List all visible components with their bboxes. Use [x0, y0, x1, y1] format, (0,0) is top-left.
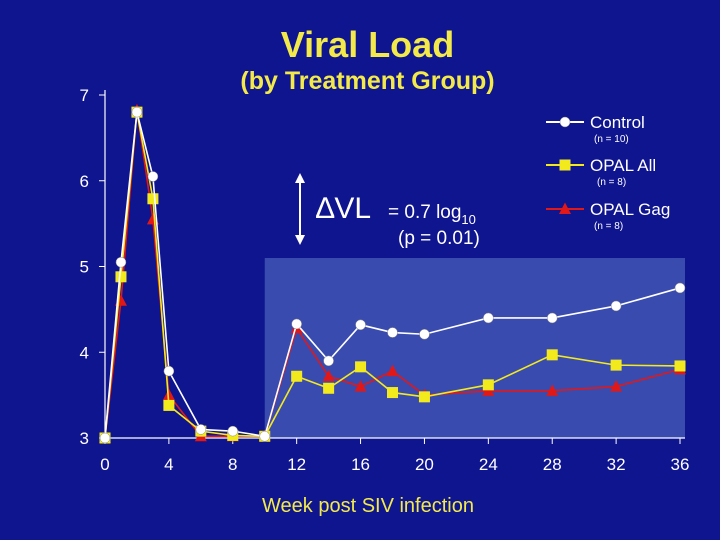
- data-point-square: [610, 359, 622, 371]
- y-tick-label: 3: [80, 429, 89, 448]
- delta-vl-annotation: ∆VL = 0.7 log10 (p = 0.01): [295, 173, 480, 249]
- y-tick-label: 6: [80, 172, 89, 191]
- x-tick-label: 12: [287, 455, 306, 474]
- data-point-square: [387, 387, 398, 399]
- legend-n-label: (n = 8): [594, 221, 623, 232]
- data-point-circle: [259, 431, 270, 442]
- legend-n-label: (n = 8): [597, 177, 626, 188]
- y-tick-label: 5: [80, 258, 89, 277]
- x-tick-label: 4: [164, 455, 173, 474]
- delta-value: = 0.7 log: [388, 202, 461, 223]
- data-point-square: [323, 382, 335, 394]
- data-point-square: [674, 360, 686, 372]
- data-point-circle: [323, 355, 334, 367]
- data-point-triangle: [546, 384, 559, 396]
- legend-label: OPAL All: [590, 156, 656, 175]
- delta-symbol: ∆: [316, 192, 335, 225]
- legend-item-opal-gag: OPAL Gag (n = 8): [546, 200, 670, 232]
- data-point-circle: [355, 319, 366, 331]
- data-point-triangle: [322, 369, 335, 382]
- chart-axes: 3 4 5 6 7 0 4 8 12 16 20 24 28 32 36: [80, 86, 690, 474]
- data-point-square: [355, 361, 367, 373]
- delta-vl-text: ∆VL: [316, 192, 371, 225]
- data-point-circle: [195, 424, 207, 435]
- data-point-circle: [419, 328, 430, 340]
- data-point-circle: [610, 300, 622, 312]
- data-point-square: [163, 399, 175, 411]
- legend-label: OPAL Gag: [590, 200, 670, 219]
- delta-value-text: = 0.7 log10: [388, 202, 476, 227]
- data-point-square: [115, 271, 127, 283]
- x-tick-label: 16: [351, 455, 370, 474]
- data-point-square: [418, 391, 430, 403]
- data-point-circle: [291, 318, 302, 330]
- delta-label: VL: [334, 192, 371, 225]
- data-point-circle: [483, 312, 494, 324]
- chart-subtitle: (by Treatment Group): [240, 67, 495, 95]
- data-point-square: [482, 379, 494, 391]
- delta-subscript: 10: [461, 212, 475, 227]
- chart-title: Viral Load: [280, 24, 455, 65]
- data-point-circle: [99, 432, 111, 444]
- data-point-square: [546, 349, 558, 361]
- data-point-circle: [387, 327, 398, 338]
- legend-label: Control: [590, 113, 645, 132]
- x-tick-label: 32: [607, 455, 626, 474]
- data-point-circle: [131, 106, 143, 118]
- legend-item-opal-all: OPAL All (n = 8): [546, 156, 656, 188]
- data-point-triangle: [559, 202, 571, 214]
- data-point-circle: [163, 365, 175, 377]
- x-tick-label: 24: [479, 455, 498, 474]
- x-axis-label: Week post SIV infection: [262, 495, 474, 517]
- x-tick-label: 36: [671, 455, 690, 474]
- data-point-square: [291, 370, 303, 382]
- data-series: [99, 103, 686, 444]
- x-tick-label: 28: [543, 455, 562, 474]
- legend-n-label: (n = 10): [594, 134, 629, 145]
- x-tick-label: 20: [415, 455, 434, 474]
- data-point-triangle: [162, 388, 175, 401]
- data-point-circle: [546, 312, 558, 324]
- legend-item-control: Control (n = 10): [546, 113, 645, 145]
- data-point-triangle: [354, 380, 367, 392]
- p-value-text: (p = 0.01): [398, 228, 480, 249]
- data-point-circle: [674, 282, 686, 294]
- series-control: [99, 106, 686, 444]
- data-point-circle: [147, 171, 159, 182]
- y-tick-label: 7: [80, 86, 89, 105]
- data-point-square: [147, 193, 159, 205]
- data-point-circle: [227, 425, 239, 437]
- data-point-triangle: [610, 380, 623, 392]
- x-tick-label: 0: [100, 455, 109, 474]
- post-vaccine-highlight-region: [264, 258, 685, 438]
- x-tick-label: 8: [228, 455, 237, 474]
- legend: Control (n = 10) OPAL All (n = 8) OPAL Gag (n…: [546, 113, 670, 232]
- y-tick-label: 4: [80, 343, 89, 362]
- data-point-triangle: [386, 364, 399, 377]
- data-point-circle: [559, 116, 571, 128]
- data-point-square: [559, 159, 571, 171]
- data-point-circle: [115, 256, 127, 268]
